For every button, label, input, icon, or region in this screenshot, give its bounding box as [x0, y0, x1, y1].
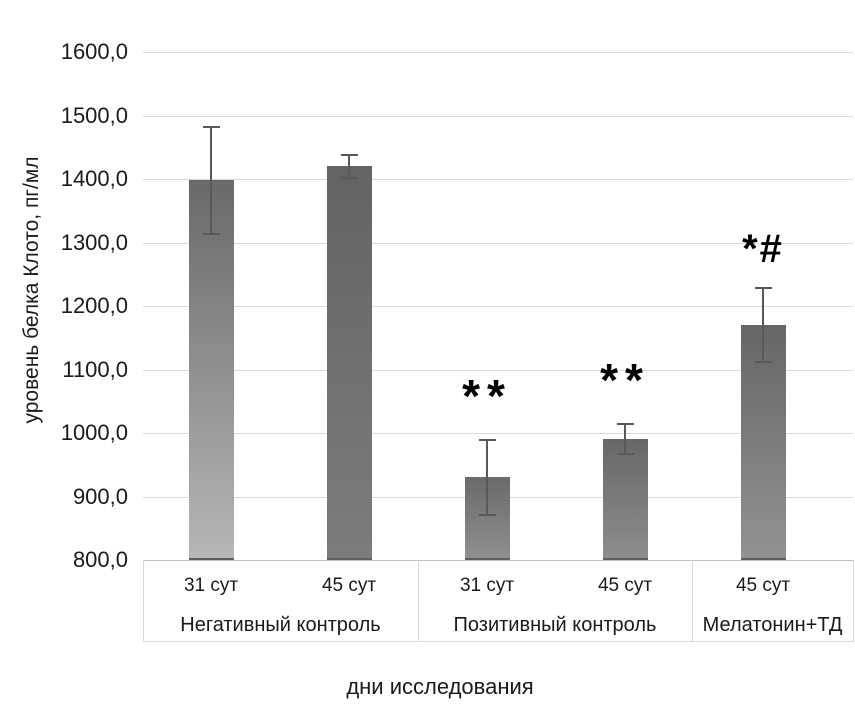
- error-bar: [340, 153, 358, 179]
- gridline: [143, 243, 853, 244]
- gridline: [143, 52, 853, 53]
- gridline: [143, 433, 853, 434]
- y-tick-label: 1600,0: [60, 39, 128, 64]
- category-label: 45 сут: [321, 575, 377, 596]
- group-label: Негативный контроль: [180, 614, 381, 636]
- gridline: [143, 116, 853, 117]
- significance-annotation: **: [462, 370, 512, 423]
- error-bar-cap-top: [478, 439, 496, 442]
- category-group-divider: [692, 560, 693, 641]
- y-tick-label: 1000,0: [60, 420, 128, 445]
- bar: [740, 325, 786, 560]
- error-bar-stem: [348, 153, 350, 179]
- bar: [326, 166, 372, 560]
- error-bar-cap-bottom: [202, 232, 220, 235]
- error-bar-cap-top: [202, 125, 220, 128]
- error-bar-stem: [486, 439, 488, 516]
- category-label: 45 сут: [735, 575, 791, 596]
- y-tick-label: 800,0: [72, 547, 128, 572]
- error-bar-cap-bottom: [340, 176, 358, 179]
- category-label: 45 сут: [597, 575, 653, 596]
- error-bar-cap-bottom: [754, 361, 772, 364]
- error-bar: [202, 125, 220, 235]
- group-label: Позитивный контроль: [453, 614, 657, 636]
- bar: [188, 180, 234, 560]
- category-axis-box: [143, 560, 854, 642]
- error-bar: [478, 439, 496, 516]
- significance-annotation: *#: [742, 226, 784, 271]
- y-tick-label: 900,0: [72, 484, 128, 509]
- y-tick-label: 1200,0: [60, 293, 128, 318]
- error-bar-stem: [210, 125, 212, 235]
- x-axis-title: дни исследования: [346, 674, 534, 699]
- error-bar-cap-top: [754, 286, 772, 289]
- error-bar: [616, 423, 634, 456]
- error-bar-cap-bottom: [616, 453, 634, 456]
- bar: [602, 439, 648, 560]
- category-label: 31 сут: [459, 575, 515, 596]
- error-bar-cap-top: [340, 153, 358, 156]
- significance-annotation: **: [600, 354, 650, 407]
- y-tick-label: 1400,0: [60, 166, 128, 191]
- category-group-divider: [418, 560, 419, 641]
- y-tick-label: 1300,0: [60, 230, 128, 255]
- group-label: Мелатонин+ТД: [702, 614, 843, 636]
- gridline: [143, 179, 853, 180]
- error-bar-cap-bottom: [478, 513, 496, 516]
- error-bar-stem: [624, 423, 626, 456]
- error-bar: [754, 286, 772, 364]
- error-bar-stem: [762, 286, 764, 364]
- category-label: 31 сут: [183, 575, 239, 596]
- y-tick-label: 1100,0: [62, 357, 128, 382]
- gridline: [143, 370, 853, 371]
- y-tick-label: 1500,0: [60, 103, 128, 128]
- y-axis-title: уровень белка Клото, пг/мл: [20, 156, 43, 424]
- error-bar-cap-top: [616, 423, 634, 426]
- gridline: [143, 306, 853, 307]
